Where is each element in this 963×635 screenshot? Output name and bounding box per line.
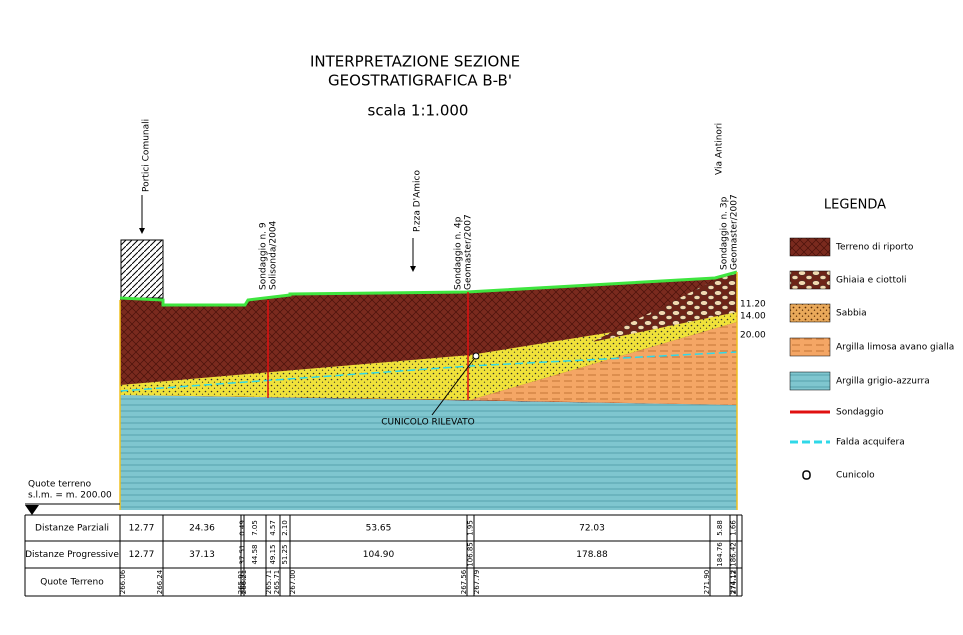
- legend-label: Argilla limosa avano gialla: [836, 343, 954, 353]
- borehole-source: Solisonda/2004: [269, 220, 279, 290]
- table-cell: 12.77: [129, 550, 155, 560]
- landmark: P.zza D'Amico: [413, 170, 423, 232]
- table: Distanze Parziali Distanze Progressive Quo…: [24, 514, 743, 597]
- elevation: 271.90: [703, 570, 711, 595]
- elevation: 274.12: [729, 570, 737, 595]
- layer-sand: [120, 312, 737, 400]
- legend-items: Terreno di riporto Ghiaia e ciottoli Sabbi…: [835, 243, 954, 481]
- tunnel-label: CUNICOLO RILEVATO: [381, 418, 475, 428]
- table-cell: 1.66: [730, 520, 738, 536]
- legend-swatch: [802, 470, 811, 480]
- table-cell: 72.03: [579, 524, 605, 534]
- table-cell: 104.90: [363, 550, 395, 560]
- landmark: Via Antinori: [715, 123, 725, 175]
- depth-label: 11.20: [740, 300, 766, 310]
- table-cell: 7.05: [251, 520, 259, 536]
- legend-swatch: [789, 337, 831, 357]
- table-cell: 5.88: [716, 520, 724, 536]
- landmark: Portici Comunali: [142, 119, 152, 192]
- table-cell: 106.85: [467, 542, 475, 567]
- borehole-name: Sondaggio n. 3p: [720, 196, 730, 270]
- borehole-name: Sondaggio n. 9: [259, 222, 269, 290]
- elevation: 266.24: [156, 569, 164, 594]
- elevation: 274.12: [730, 570, 738, 595]
- layer-gravel: [592, 273, 737, 342]
- table-cell: 44.58: [251, 544, 259, 564]
- leader-line: [431, 358, 475, 416]
- legend-label: Falda acquifera: [836, 438, 905, 448]
- water-table: [119, 351, 738, 392]
- arrow-head: [139, 228, 145, 234]
- table-cell: 1.95: [467, 520, 475, 536]
- datum: Quote terreno: [28, 480, 92, 490]
- table-cell: 37.13: [189, 550, 215, 560]
- depth-label: 20.00: [740, 331, 766, 341]
- row-label: Distanze Progressive: [25, 550, 119, 560]
- legend-title: LEGENDA: [824, 198, 886, 213]
- legend-swatch: [789, 270, 831, 290]
- table-cell: 51.25: [281, 544, 289, 564]
- legend-swatch: [789, 303, 831, 323]
- legend-label: Sondaggio: [836, 408, 884, 418]
- legend-label: Terreno di riporto: [835, 243, 914, 253]
- legend-label: Sabbia: [836, 309, 867, 319]
- elevation: 265.91: [237, 570, 245, 595]
- legend-label: Argilla grigio-azzurra: [836, 377, 930, 387]
- building: [120, 239, 164, 299]
- tunnel: [472, 352, 480, 360]
- depth-label: 14.00: [740, 312, 766, 322]
- table-cell: 186.42: [730, 542, 738, 567]
- legend-swatch: [789, 237, 831, 257]
- title-line: GEOSTRATIGRAFICA B-B': [328, 72, 512, 90]
- ground-line: [119, 270, 738, 307]
- table-cell: 2.10: [281, 520, 289, 536]
- title-line: INTERPRETAZIONE SEZIONE: [310, 53, 520, 71]
- table-cell: 24.36: [189, 524, 215, 534]
- table-cell: 184.76: [716, 542, 724, 567]
- table-cell: 178.88: [576, 550, 608, 560]
- datum: s.l.m. = m. 200.00: [28, 491, 112, 501]
- table-cell: 49.15: [269, 544, 277, 564]
- elevation: 265.71: [273, 570, 281, 595]
- table-cell: 0.49: [239, 520, 247, 536]
- table-cell: 4.57: [269, 520, 277, 536]
- arrow-head: [410, 266, 416, 272]
- layer-clay-yellow: [470, 322, 737, 405]
- borehole-name: Sondaggio n. 4p: [454, 216, 464, 290]
- elevation: 267.79: [473, 570, 481, 595]
- layer-clay-blue: [120, 395, 737, 510]
- elevation: 266.21: [240, 570, 248, 595]
- elevation: 265.71: [265, 570, 273, 595]
- table-cell: 53.65: [366, 524, 392, 534]
- legend-label: Cunicolo: [836, 471, 875, 481]
- table-cell: 12.77: [129, 524, 155, 534]
- datum-marker: [25, 505, 39, 515]
- borehole-source: Geomaster/2007: [464, 214, 474, 290]
- row-label: Distanze Parziali: [35, 524, 109, 534]
- borehole-source: Geomaster/2007: [730, 194, 740, 270]
- elevation: 267.00: [289, 570, 297, 595]
- elevation: 267.56: [460, 569, 468, 594]
- legend-swatch: [789, 371, 831, 391]
- row-label: Quote Terreno: [40, 578, 104, 588]
- scale: scala 1:1.000: [368, 102, 469, 120]
- legend-label: Ghiaia e ciottoli: [836, 276, 907, 286]
- elevation: 266.06: [119, 569, 127, 594]
- table-cell: 37.51: [239, 544, 247, 564]
